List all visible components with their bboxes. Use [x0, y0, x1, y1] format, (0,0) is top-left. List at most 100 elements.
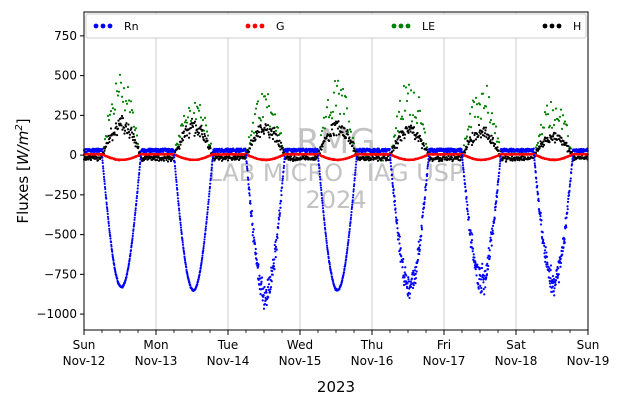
rn-point [324, 231, 327, 234]
h-point [398, 135, 402, 138]
le-point [552, 123, 556, 127]
h-point [422, 144, 426, 147]
rn-point [477, 287, 480, 290]
h-point [194, 131, 197, 135]
grid-lines [155, 12, 517, 330]
rn-point [418, 248, 421, 251]
rn-point [277, 222, 280, 225]
h-point [463, 151, 467, 154]
rn-point [465, 195, 468, 199]
h-point [230, 158, 234, 161]
rn-point [129, 252, 132, 255]
rn-point [467, 216, 471, 219]
rn-point [176, 188, 179, 191]
rn-point [421, 211, 425, 214]
le-point [132, 125, 136, 128]
rn-point [416, 258, 420, 262]
rn-point [131, 237, 134, 240]
rn-point [404, 266, 407, 269]
rn-point [203, 238, 206, 241]
le-point [185, 121, 189, 124]
rn-point [349, 221, 352, 224]
rn-point [468, 233, 472, 236]
rn-point [133, 216, 136, 219]
rn-point [257, 263, 260, 266]
h-point [546, 136, 549, 139]
h-point [551, 135, 555, 138]
rn-point [136, 187, 139, 190]
h-point [479, 132, 482, 135]
rn-point [138, 171, 141, 175]
rn-point [204, 225, 208, 228]
h-point [177, 145, 181, 148]
rn-point [246, 176, 250, 179]
rn-point [251, 222, 254, 225]
le-point [135, 134, 139, 137]
h-point [127, 130, 131, 134]
rn-point [330, 275, 334, 279]
le-point [209, 142, 213, 145]
rn-point [108, 227, 111, 230]
rn-point [202, 249, 205, 252]
rn-point [209, 182, 212, 185]
h-point [125, 122, 128, 125]
rn-point [415, 265, 418, 269]
h-point [103, 149, 106, 152]
rn-point [200, 261, 203, 264]
rn-point [491, 229, 494, 232]
le-point [563, 120, 567, 123]
rn-point [269, 275, 272, 278]
rn-point [467, 218, 470, 221]
h-point [408, 126, 412, 129]
le-point [251, 121, 255, 124]
h-point [157, 159, 161, 162]
le-point [107, 118, 111, 122]
h-point [470, 139, 473, 143]
le-point [255, 102, 259, 105]
rn-point [210, 172, 213, 175]
rn-point [282, 164, 286, 167]
rn-point [174, 176, 178, 179]
rn-point [268, 290, 272, 293]
rn-point [426, 165, 429, 168]
rn-point [107, 222, 110, 225]
le-point [327, 116, 331, 119]
watermark-line2: LAB MICRO - IAG USP [208, 159, 463, 187]
rn-point [476, 263, 479, 266]
le-point [325, 106, 329, 109]
rn-point [116, 277, 119, 280]
h-point [501, 159, 504, 162]
h-point [126, 128, 130, 131]
le-point [399, 117, 403, 120]
rn-point [174, 173, 177, 176]
rn-point [136, 184, 140, 187]
h-point [187, 136, 191, 139]
h-point [548, 141, 551, 144]
h-point [497, 149, 500, 152]
le-point [407, 83, 411, 86]
rn-point [211, 155, 214, 159]
rn-point [464, 189, 468, 192]
h-point [403, 137, 406, 140]
rn-point [320, 188, 323, 192]
le-point [482, 107, 486, 110]
h-point [370, 158, 373, 161]
h-point [491, 136, 495, 139]
le-point [337, 92, 341, 95]
rn-point [196, 283, 199, 286]
rn-point [344, 263, 347, 266]
rn-point [393, 195, 396, 198]
rn-point [391, 181, 394, 185]
rn-point [272, 265, 276, 268]
rn-point [327, 253, 330, 256]
rn-point [281, 175, 285, 178]
rn-point [251, 234, 254, 237]
h-point [123, 132, 126, 135]
rn-point [254, 247, 257, 251]
h-point [191, 125, 195, 129]
rn-point [417, 240, 420, 243]
rn-point [423, 196, 427, 199]
rn-point [250, 212, 253, 215]
rn-point [412, 269, 415, 272]
rn-point [203, 240, 206, 244]
